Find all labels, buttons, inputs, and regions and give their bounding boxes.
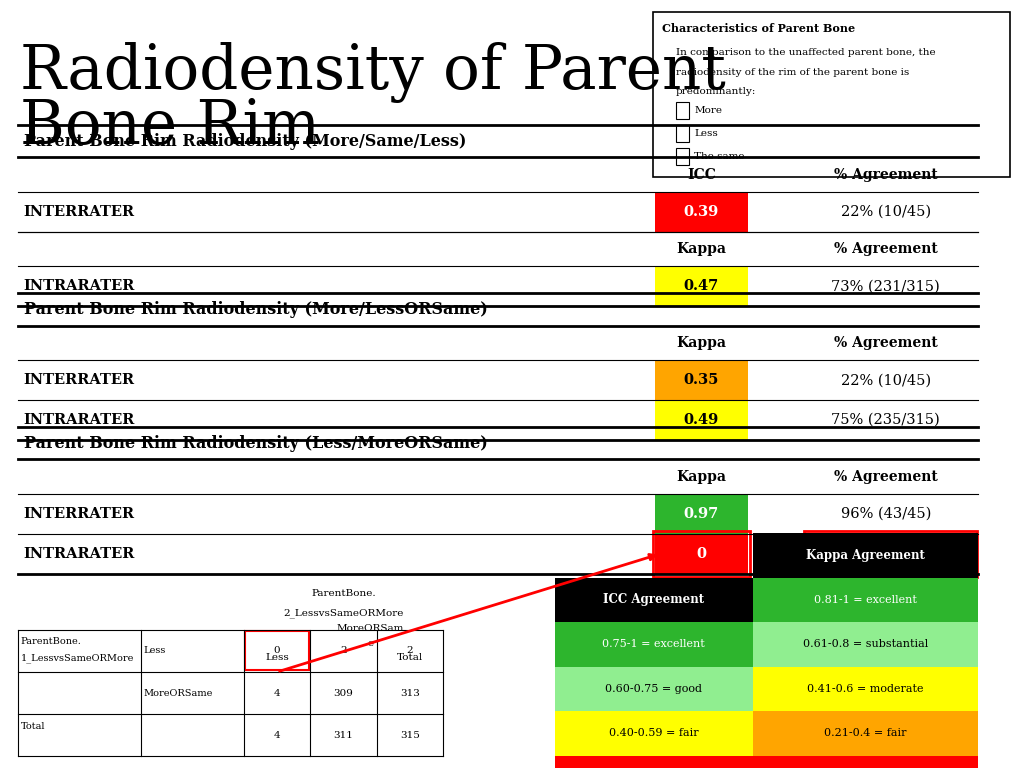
Text: INTRARATER: INTRARATER — [24, 547, 135, 561]
Text: 2: 2 — [407, 647, 414, 655]
Text: 0: 0 — [273, 647, 281, 655]
Bar — [753, 756, 978, 768]
Bar — [555, 711, 753, 756]
Text: INTRARATER: INTRARATER — [24, 413, 135, 427]
Text: INTERRATER: INTERRATER — [24, 507, 135, 521]
Text: Kappa: Kappa — [677, 469, 726, 484]
Text: Bone Rim: Bone Rim — [20, 97, 321, 157]
Bar — [555, 578, 753, 622]
Text: ParentBone.: ParentBone. — [20, 637, 81, 646]
Bar — [655, 400, 748, 440]
Text: 0.60-0.75 = good: 0.60-0.75 = good — [605, 684, 702, 694]
Text: 4: 4 — [273, 689, 281, 697]
Text: ParentBone.: ParentBone. — [311, 589, 376, 598]
Bar — [676, 102, 689, 119]
Bar — [676, 125, 689, 142]
Bar — [805, 531, 977, 577]
Text: INTRARATER: INTRARATER — [24, 280, 135, 293]
Text: Parent Bone Rim Radiodensity (More/LessORSame): Parent Bone Rim Radiodensity (More/LessO… — [24, 301, 487, 318]
Text: predominantly:: predominantly: — [676, 87, 756, 96]
Text: Characteristics of Parent Bone: Characteristics of Parent Bone — [662, 23, 855, 34]
Bar — [555, 667, 753, 711]
Text: 1_LessvsSameORMore: 1_LessvsSameORMore — [20, 654, 134, 664]
Text: 96% (43/45): 96% (43/45) — [841, 507, 931, 521]
Text: 75% (235/315): 75% (235/315) — [831, 413, 940, 427]
Text: 0.41-0.6 = moderate: 0.41-0.6 = moderate — [807, 684, 924, 694]
Bar — [653, 12, 1010, 177]
Bar — [245, 631, 309, 670]
Text: Less: Less — [265, 653, 289, 662]
Text: 0.49: 0.49 — [684, 413, 719, 427]
Bar — [555, 622, 753, 667]
Text: Less: Less — [143, 647, 166, 655]
Text: % Agreement: % Agreement — [834, 167, 938, 182]
Text: Less: Less — [694, 129, 718, 138]
Bar — [753, 578, 978, 622]
Text: 313: 313 — [400, 689, 420, 697]
Text: e: e — [368, 639, 373, 648]
Text: 22% (10/45): 22% (10/45) — [841, 205, 931, 219]
Text: 315: 315 — [400, 731, 420, 740]
Text: 0.35: 0.35 — [684, 373, 719, 387]
Bar — [653, 531, 750, 577]
Bar — [655, 266, 748, 306]
Bar — [753, 622, 978, 667]
Bar — [655, 192, 748, 232]
Text: 98% (309/315): 98% (309/315) — [831, 547, 940, 561]
Text: 311: 311 — [334, 731, 353, 740]
Text: 0.97: 0.97 — [684, 507, 719, 521]
Text: Total: Total — [20, 722, 45, 730]
Text: 0.21-0.4 = fair: 0.21-0.4 = fair — [824, 728, 906, 739]
Bar — [655, 360, 748, 400]
Bar — [753, 533, 978, 578]
Text: 0.81-1 = excellent: 0.81-1 = excellent — [814, 594, 916, 605]
Text: Kappa Agreement: Kappa Agreement — [806, 549, 925, 561]
Bar — [555, 756, 753, 768]
Text: Parent Bone Rim Radiodensity (More/Same/Less): Parent Bone Rim Radiodensity (More/Same/… — [24, 133, 466, 150]
Text: Kappa: Kappa — [677, 242, 726, 257]
Text: % Agreement: % Agreement — [834, 469, 938, 484]
Text: radiodensity of the rim of the parent bone is: radiodensity of the rim of the parent bo… — [676, 68, 909, 77]
Text: 2: 2 — [340, 647, 347, 655]
Text: Radiodensity of Parent: Radiodensity of Parent — [20, 42, 726, 104]
Text: Kappa: Kappa — [677, 336, 726, 350]
Text: 0.75-1 = excellent: 0.75-1 = excellent — [602, 639, 706, 650]
Text: Total: Total — [397, 653, 423, 662]
Text: MoreORSame: MoreORSame — [143, 689, 213, 697]
Text: ICC: ICC — [687, 167, 716, 182]
Text: 0.47: 0.47 — [684, 280, 719, 293]
Text: % Agreement: % Agreement — [834, 242, 938, 257]
Text: 309: 309 — [334, 689, 353, 697]
Bar — [655, 534, 748, 574]
Text: 4: 4 — [273, 731, 281, 740]
Bar — [753, 667, 978, 711]
Text: 0.40-0.59 = fair: 0.40-0.59 = fair — [609, 728, 698, 739]
Text: 0: 0 — [696, 547, 707, 561]
Text: % Agreement: % Agreement — [834, 336, 938, 350]
Text: MoreORSam: MoreORSam — [337, 624, 403, 633]
Text: 0.39: 0.39 — [684, 205, 719, 219]
Text: More: More — [694, 106, 722, 115]
Text: 2_LessvsSameORMore: 2_LessvsSameORMore — [284, 608, 403, 618]
Text: ICC Agreement: ICC Agreement — [603, 594, 705, 606]
Text: INTERRATER: INTERRATER — [24, 205, 135, 219]
Text: 22% (10/45): 22% (10/45) — [841, 373, 931, 387]
Bar — [753, 711, 978, 756]
Text: INTERRATER: INTERRATER — [24, 373, 135, 387]
Text: 0.61-0.8 = substantial: 0.61-0.8 = substantial — [803, 639, 928, 650]
Text: Parent Bone Rim Radiodensity (Less/MoreORSame): Parent Bone Rim Radiodensity (Less/MoreO… — [24, 435, 487, 452]
Text: In comparison to the unaffected parent bone, the: In comparison to the unaffected parent b… — [676, 48, 936, 58]
Text: 73% (231/315): 73% (231/315) — [831, 280, 940, 293]
Bar — [676, 148, 689, 165]
Text: The same: The same — [694, 152, 744, 161]
Bar — [655, 494, 748, 534]
